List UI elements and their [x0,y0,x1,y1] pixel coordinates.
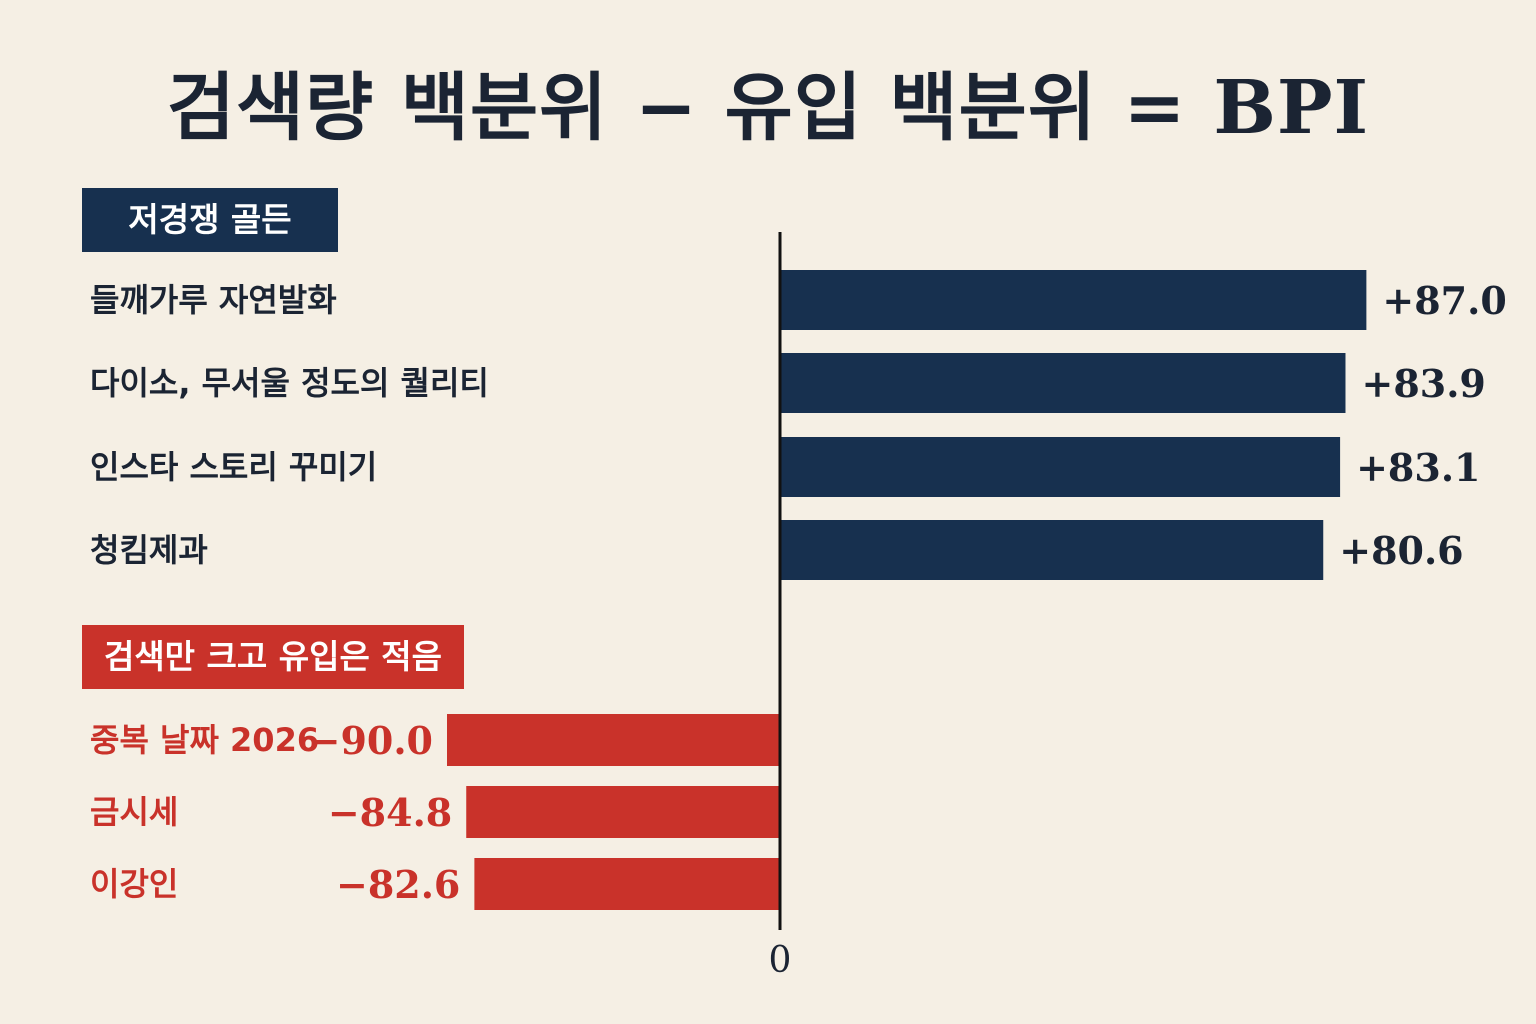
value-label-negative-2: −82.6 [336,862,460,907]
zero-tick-label: 0 [769,940,792,981]
bar-positive-0 [780,270,1367,330]
bar-positive-2 [780,437,1341,497]
category-label-negative-2: 이강인 [90,865,178,903]
category-label-positive-2: 인스타 스토리 꾸미기 [90,448,377,486]
category-label-positive-3: 청킴제과 [90,531,208,569]
chart-title: 검색량 백분위 − 유입 백분위 = BPI [166,65,1370,151]
bar-negative-2 [474,858,780,910]
category-label-positive-0: 들깨가루 자연발화 [90,281,337,319]
bar-positive-3 [780,520,1324,580]
bar-positive-1 [780,353,1346,413]
section-badge-search-only: 검색만 크고 유입은 적음 [82,625,464,689]
value-label-negative-1: −84.8 [328,790,452,835]
section-badge-low-competition-golden: 저경쟁 골든 [82,188,338,252]
value-label-positive-0: +87.0 [1382,278,1506,323]
bar-negative-1 [466,786,780,838]
value-label-positive-1: +83.9 [1361,361,1485,406]
bar-negative-0 [447,714,780,766]
category-label-negative-1: 금시세 [90,793,178,831]
category-label-negative-0: 중복 날짜 2026 [90,721,319,759]
value-label-negative-0: −90.0 [309,718,433,763]
value-label-positive-3: +80.6 [1339,528,1463,573]
category-label-positive-1: 다이소, 무서울 정도의 퀄리티 [90,364,489,402]
value-label-positive-2: +83.1 [1356,445,1480,490]
